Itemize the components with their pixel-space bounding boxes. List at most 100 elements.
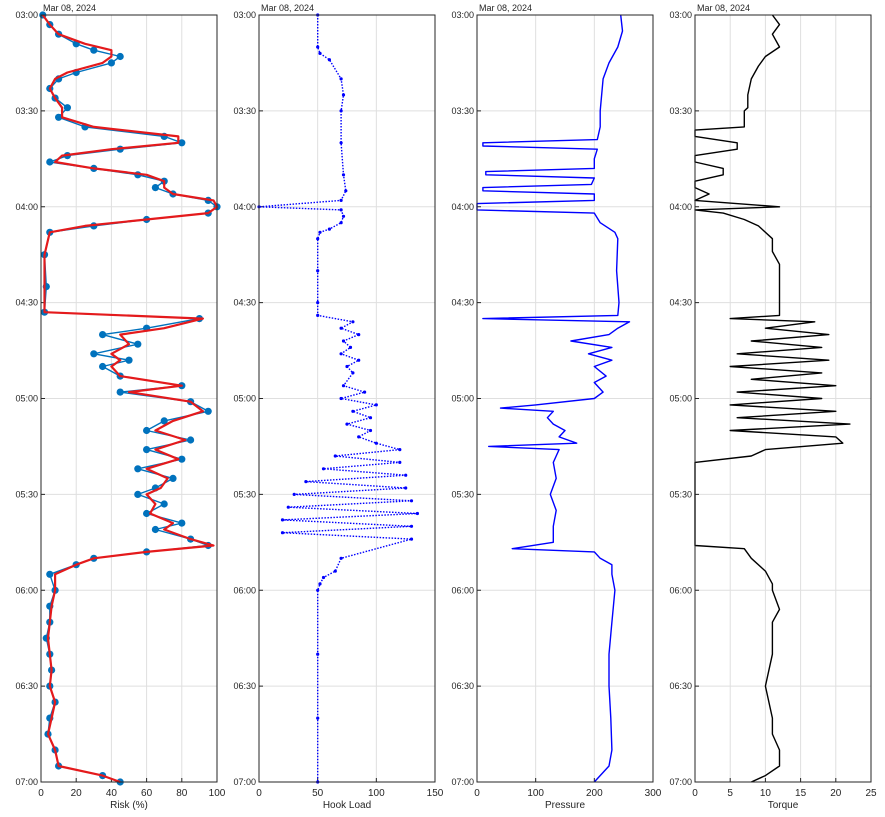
x-tick-label: 0 (256, 788, 262, 799)
data-point (318, 230, 322, 234)
x-axis-label: Torque (768, 800, 799, 811)
y-tick-label: 04:00 (15, 202, 38, 212)
data-point (134, 465, 142, 473)
y-tick-label: 03:00 (15, 10, 38, 20)
data-point (204, 407, 212, 415)
x-tick-label: 20 (830, 788, 842, 799)
date-label: Mar 08, 2024 (697, 3, 750, 13)
data-point (341, 384, 346, 388)
x-tick-label: 300 (645, 788, 662, 799)
plot-frame (258, 14, 436, 783)
date-label: Mar 08, 2024 (43, 3, 96, 13)
data-point (134, 490, 142, 498)
data-point (339, 326, 343, 330)
x-axis-label: Hook Load (323, 800, 371, 811)
risk-panel: Mar 08, 2024 Risk (%) 0 20 40 60 80 100 03:00 0… (15, 3, 225, 811)
data-point (351, 320, 355, 324)
data-point (143, 446, 151, 454)
data-point (374, 403, 378, 407)
x-tick-label: 0 (38, 788, 44, 799)
pressure-panel: Mar 08, 2024 Pressure 0 100 200 300 03:00 03:… (451, 3, 661, 811)
data-point (339, 77, 343, 81)
data-point (63, 104, 71, 112)
plot-frame (694, 14, 872, 783)
data-point (368, 416, 373, 420)
data-point (321, 575, 326, 580)
x-tick-label: 5 (727, 788, 733, 799)
data-point (415, 511, 419, 516)
data-point (318, 51, 322, 56)
data-point (344, 189, 348, 193)
y-tick-label: 05:30 (669, 489, 692, 499)
y-tick-label: 04:30 (15, 298, 38, 308)
data-point (160, 500, 168, 508)
grid (477, 15, 653, 782)
data-point (339, 556, 343, 560)
y-tick-label: 03:00 (451, 10, 474, 20)
data-point (316, 313, 320, 317)
x-tick-label: 150 (427, 788, 444, 799)
data-point (351, 409, 355, 413)
data-point (134, 340, 142, 348)
y-tick-label: 04:00 (451, 202, 474, 212)
data-point (341, 339, 346, 343)
x-tick-label: 40 (106, 788, 118, 799)
y-tick-label: 07:00 (233, 777, 256, 787)
data-point (151, 525, 159, 534)
data-point (116, 52, 124, 61)
data-point (318, 582, 322, 586)
data-point (409, 524, 414, 528)
data-point (357, 358, 361, 362)
y-tick-label: 06:30 (15, 681, 38, 691)
x-tick-label: 100 (209, 788, 226, 799)
y-tick-label: 06:00 (451, 585, 474, 595)
y-tick-label: 03:00 (669, 10, 692, 20)
data-point (178, 139, 186, 147)
data-point (99, 362, 107, 371)
x-tick-label: 15 (795, 788, 807, 799)
data-point (90, 350, 98, 358)
date-label: Mar 08, 2024 (479, 3, 532, 13)
data-point (374, 441, 378, 445)
data-point (90, 46, 98, 54)
data-point (404, 486, 408, 490)
data-point (327, 227, 331, 231)
data-point (341, 214, 346, 218)
grid (41, 15, 217, 782)
y-tick-label: 05:00 (669, 394, 692, 404)
data-point (169, 474, 177, 482)
y-tick-label: 03:30 (233, 106, 256, 116)
x-tick-label: 60 (141, 788, 153, 799)
torque-panel: Mar 08, 2024 Torque 0 5 10 15 20 25 03:00 03:30… (669, 3, 877, 811)
y-tick-label: 06:30 (233, 681, 256, 691)
data-point (107, 59, 115, 67)
data-point (143, 509, 151, 518)
grid (695, 15, 871, 782)
plot-frame (476, 14, 654, 783)
data-point (304, 480, 308, 484)
data-point (339, 109, 343, 113)
y-tick-label: 04:00 (233, 202, 256, 212)
data-point (409, 537, 414, 541)
y-tick-label: 07:00 (669, 777, 692, 787)
x-tick-label: 50 (312, 788, 324, 799)
data-point (178, 519, 186, 527)
data-point (357, 435, 361, 439)
data-point (339, 141, 343, 145)
date-label: Mar 08, 2024 (261, 3, 314, 13)
data-point (333, 569, 337, 573)
series-line (41, 14, 219, 784)
y-tick-label: 03:30 (15, 106, 38, 116)
y-tick-label: 07:00 (451, 777, 474, 787)
y-tick-label: 04:30 (233, 298, 256, 308)
data-point (187, 436, 195, 444)
data-point (116, 388, 124, 396)
data-point (398, 448, 402, 452)
data-point (316, 45, 320, 49)
data-point (404, 473, 408, 477)
plot-frame (40, 14, 218, 783)
y-tick-label: 07:00 (15, 777, 38, 787)
data-point (316, 269, 320, 273)
data-point (99, 331, 107, 339)
